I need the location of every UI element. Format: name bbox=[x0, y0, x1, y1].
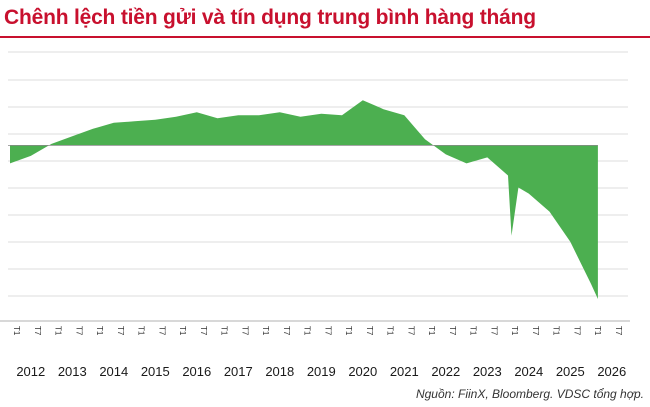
x-tick-label: T7 bbox=[199, 326, 208, 336]
x-axis-years: 2012 2013 2014 2015 2016 2017 2018 2019 2020 2021… bbox=[16, 364, 626, 379]
x-year-label: 2013 bbox=[58, 364, 87, 379]
x-tick-label: T1 bbox=[552, 326, 561, 336]
x-tick-label: T7 bbox=[448, 326, 457, 336]
x-tick-label: T7 bbox=[74, 326, 83, 336]
x-axis-ticks: T1 T7 T1 T7 T1 T7 T1 T7 T1 T7 T1 T7 T1 T7 T1 T7 T1 T7 T1 T7… bbox=[0, 320, 630, 336]
area-fill bbox=[10, 100, 598, 299]
x-year-label: 2016 bbox=[182, 364, 211, 379]
x-tick-label: T7 bbox=[572, 326, 581, 336]
x-tick-label: T7 bbox=[240, 326, 249, 336]
x-year-label: 2024 bbox=[514, 364, 543, 379]
x-year-label: 2017 bbox=[224, 364, 253, 379]
x-year-label: 2025 bbox=[556, 364, 585, 379]
x-tick-label: T7 bbox=[406, 326, 415, 336]
x-tick-label: T7 bbox=[365, 326, 374, 336]
x-tick-label: T1 bbox=[386, 326, 395, 336]
x-tick-label: T7 bbox=[614, 326, 623, 336]
x-tick-label: T1 bbox=[220, 326, 229, 336]
x-year-label: 2015 bbox=[141, 364, 170, 379]
x-tick-label: T7 bbox=[33, 326, 42, 336]
x-tick-label: T1 bbox=[54, 326, 63, 336]
x-tick-label: T1 bbox=[137, 326, 146, 336]
chart-title: Chênh lệch tiền gửi và tín dụng trung bì… bbox=[4, 6, 536, 29]
x-tick-label: T1 bbox=[427, 326, 436, 336]
x-tick-label: T7 bbox=[282, 326, 291, 336]
x-tick-label: T7 bbox=[323, 326, 332, 336]
x-year-label: 2021 bbox=[390, 364, 419, 379]
x-tick-label: T7 bbox=[531, 326, 540, 336]
x-year-label: 2014 bbox=[99, 364, 128, 379]
x-year-label: 2020 bbox=[348, 364, 377, 379]
x-tick-label: T7 bbox=[116, 326, 125, 336]
x-year-label: 2018 bbox=[265, 364, 294, 379]
x-year-label: 2012 bbox=[16, 364, 45, 379]
x-tick-label: T1 bbox=[178, 326, 187, 336]
x-tick-label: T1 bbox=[12, 326, 21, 336]
x-tick-label: T1 bbox=[469, 326, 478, 336]
x-tick-label: T1 bbox=[303, 326, 312, 336]
x-tick-label: T1 bbox=[95, 326, 104, 336]
x-year-label: 2026 bbox=[597, 364, 626, 379]
x-year-label: 2022 bbox=[431, 364, 460, 379]
source-note: Nguồn: FiinX, Bloomberg. VDSC tổng hợp. bbox=[415, 387, 644, 401]
x-tick-label: T7 bbox=[157, 326, 166, 336]
x-tick-label: T1 bbox=[344, 326, 353, 336]
x-tick-label: T1 bbox=[261, 326, 270, 336]
x-tick-label: T7 bbox=[489, 326, 498, 336]
x-year-label: 2023 bbox=[473, 364, 502, 379]
title-underline bbox=[0, 36, 650, 38]
x-tick-label: T1 bbox=[593, 326, 602, 336]
x-year-label: 2019 bbox=[307, 364, 336, 379]
x-tick-label: T1 bbox=[510, 326, 519, 336]
